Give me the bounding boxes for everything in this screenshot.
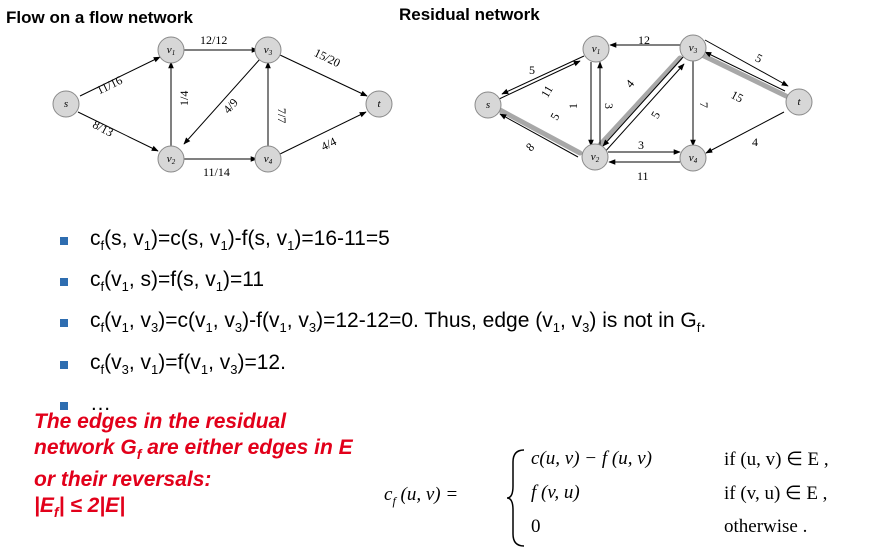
res-edge-label: 5 <box>547 110 562 122</box>
res-node-s: s <box>474 91 502 119</box>
res-edge-label: 1 <box>566 103 580 109</box>
res-edge-label: 12 <box>638 33 650 47</box>
svg-text:v1: v1 <box>167 44 175 57</box>
svg-text:v1: v1 <box>592 43 600 56</box>
node-v3: v3 <box>254 36 282 64</box>
res-node-v4: v4 <box>679 144 707 172</box>
res-edge-v3-v2 <box>602 55 685 147</box>
res-edge-label: 8 <box>523 140 537 154</box>
svg-text:s: s <box>486 99 490 111</box>
residual-network: 5 11 5 8 12 1 3 4 5 3 11 7 5 15 4 s v1 v… <box>474 33 813 183</box>
bullet-item: cf(v3, v1)=f(v1, v3)=12. <box>60 346 706 387</box>
case-3-cond: otherwise . <box>724 516 808 537</box>
res-node-t: t <box>785 88 813 116</box>
edge-label: 11/16 <box>94 73 124 97</box>
node-v4: v4 <box>254 145 282 173</box>
edge-label: 15/20 <box>312 45 343 70</box>
svg-text:v3: v3 <box>264 44 273 57</box>
network-diagrams: 11/16 8/13 12/12 1/4 4/9 7/7 11/14 15/20… <box>52 33 813 183</box>
svg-text:t: t <box>797 96 801 108</box>
edge-label: 1/4 <box>177 91 191 106</box>
edge-v4-t <box>279 111 367 155</box>
res-edge-label: 11 <box>538 83 556 100</box>
res-edge-s-v1 <box>496 60 581 101</box>
res-edge-label: 5 <box>529 63 535 77</box>
res-edge-label: 5 <box>648 109 663 121</box>
res-edge-v1-s <box>501 55 585 95</box>
bullet-item: cf(s, v1)=c(s, v1)-f(s, v1)=16-11=5 <box>60 222 706 263</box>
res-edge-t-v4 <box>705 111 785 154</box>
bullet-item: … <box>60 387 706 421</box>
bullet-item: cf(v1, s)=f(s, v1)=11 <box>60 263 706 304</box>
edge-label: 8/13 <box>90 117 115 139</box>
res-node-v3: v3 <box>679 34 707 62</box>
svg-text:v4: v4 <box>264 153 273 166</box>
residual-edges-note: The edges in the residual network Gf are… <box>34 410 353 521</box>
res-edge-label: 3 <box>602 103 616 109</box>
res-edge-v2-s <box>499 113 579 158</box>
bullet-item: cf(v1, v3)=c(v1, v3)-f(v1, v3)=12-12=0. … <box>60 304 706 345</box>
res-edge-label: 4 <box>752 135 758 149</box>
edge-label: 12/12 <box>200 33 227 47</box>
residual-network-title: Residual network <box>399 5 540 24</box>
case-1-expr: c(u, v) − f (u, v) <box>531 448 652 469</box>
case-2-expr: f (v, u) <box>531 482 580 503</box>
edge-label: 7/7 <box>275 108 289 123</box>
brace <box>506 449 525 547</box>
node-v2: v2 <box>157 145 185 173</box>
formula-lhs: cf (u, v) = <box>384 484 459 508</box>
svg-text:v2: v2 <box>167 153 176 166</box>
res-edge-v2-v3 <box>602 63 685 155</box>
svg-text:v3: v3 <box>689 42 698 55</box>
flow-network-title: Flow on a flow network <box>6 8 193 27</box>
augmenting-path <box>497 52 789 156</box>
edge-v3-v2 <box>183 58 261 145</box>
res-edge-label: 3 <box>638 138 644 152</box>
edge-label: 4/9 <box>220 96 241 117</box>
edge-s-v2 <box>77 111 159 152</box>
svg-text:v2: v2 <box>591 151 600 164</box>
res-edge-label: 4 <box>623 77 638 91</box>
svg-text:t: t <box>377 98 381 110</box>
res-edge-v3-t <box>704 39 789 87</box>
edge-v3-t <box>279 54 368 97</box>
flow-network: 11/16 8/13 12/12 1/4 4/9 7/7 11/14 15/20… <box>52 33 393 179</box>
svg-text:v4: v4 <box>689 152 698 165</box>
res-edge-label: 7 <box>697 102 711 108</box>
edge-label: 4/4 <box>319 134 339 153</box>
res-edge-t-v3 <box>704 51 786 92</box>
node-v1: v1 <box>157 36 185 64</box>
capacity-computations: cf(s, v1)=c(s, v1)-f(s, v1)=16-11=5 cf(v… <box>60 222 706 421</box>
node-s: s <box>52 90 80 118</box>
res-edge-label: 5 <box>753 51 765 66</box>
res-node-v1: v1 <box>582 35 610 63</box>
case-1-cond: if (u, v) ∈ E , <box>724 449 829 470</box>
edge-s-v1 <box>79 56 161 97</box>
res-edge-label: 15 <box>729 88 746 106</box>
case-2-cond: if (v, u) ∈ E , <box>724 483 828 504</box>
res-edge-label: 11 <box>637 169 649 183</box>
node-t: t <box>365 90 393 118</box>
case-3-expr: 0 <box>531 516 541 537</box>
edge-label: 11/14 <box>203 165 230 179</box>
svg-text:s: s <box>64 98 68 110</box>
res-node-v2: v2 <box>581 143 609 171</box>
